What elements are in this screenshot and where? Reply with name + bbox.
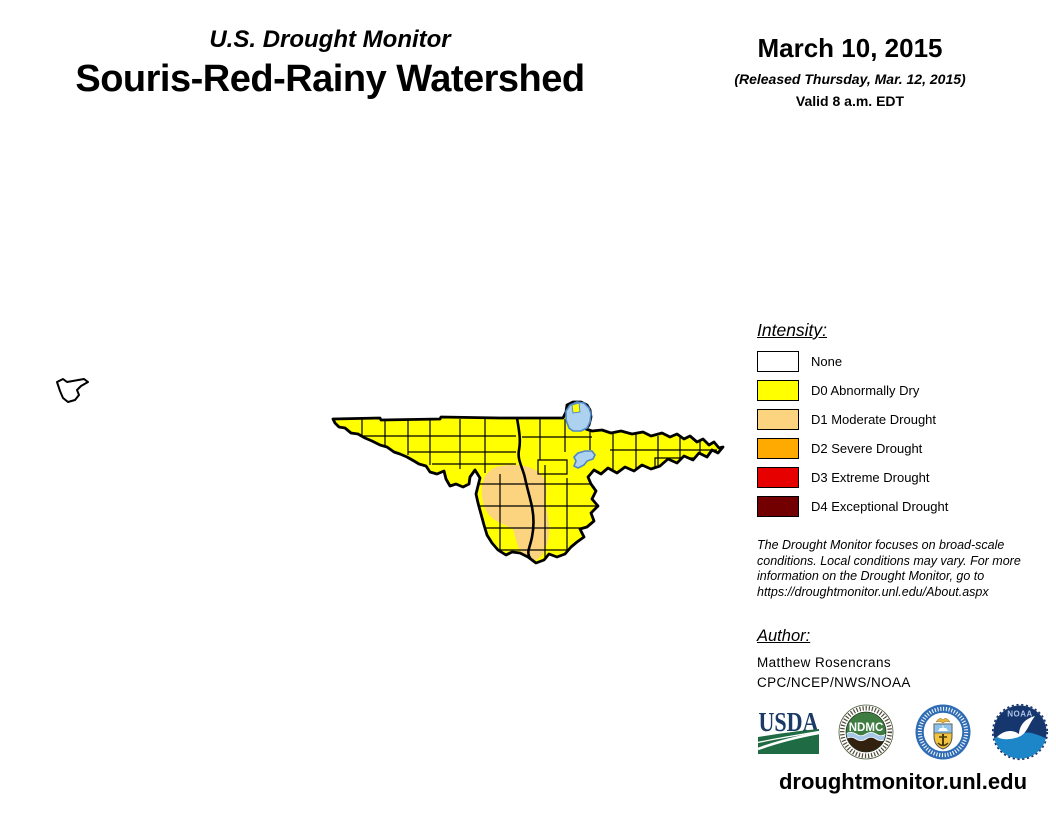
- legend-row-d3: D3 Extreme Drought: [757, 466, 948, 488]
- legend-label: D1 Moderate Drought: [811, 411, 937, 427]
- lake-lower: [572, 450, 596, 469]
- legend-swatch-none: [757, 350, 799, 372]
- legend-row-d0: D0 Abnormally Dry: [757, 379, 948, 401]
- noaa-logo: NOAA: [991, 703, 1049, 761]
- site-url: droughtmonitor.unl.edu: [778, 769, 1028, 794]
- legend-swatch-d4: [757, 495, 799, 517]
- date-block: March 10, 2015 (Released Thursday, Mar. …: [670, 33, 1030, 109]
- author-name: Matthew Rosencrans: [757, 655, 892, 670]
- legend-label: D3 Extreme Drought: [811, 469, 930, 485]
- watershed-outline: [331, 400, 725, 565]
- report-kicker: U.S. Drought Monitor: [209, 26, 451, 53]
- ship-icon: [938, 728, 948, 731]
- legend-row-d2: D2 Severe Drought: [757, 437, 948, 459]
- logo-row: USDA NDMC N: [757, 703, 1049, 761]
- noaa-wordmark: NOAA: [1007, 710, 1033, 719]
- author-heading: Author:: [757, 627, 811, 645]
- legend-swatch-d3: [757, 466, 799, 488]
- commerce-seal-logo: [915, 704, 971, 760]
- legend-swatch-d1: [757, 408, 799, 430]
- map-date: March 10, 2015: [757, 33, 943, 63]
- west-fragment-polygon: [56, 378, 89, 403]
- eagle-icon: [935, 718, 951, 724]
- lake-north-island: [571, 402, 581, 414]
- county-boundaries: [333, 419, 717, 560]
- author-org: CPC/NCEP/NWS/NOAA: [757, 675, 911, 690]
- legend-row-d4: D4 Exceptional Drought: [757, 495, 949, 517]
- ndmc-wordmark: NDMC: [849, 722, 884, 734]
- legend: None D0 Abnormally Dry D1 Moderate Droug…: [757, 350, 949, 525]
- legend-swatch-d0: [757, 379, 799, 401]
- legend-swatch-d2: [757, 437, 799, 459]
- legend-label: D4 Exceptional Drought: [811, 498, 949, 514]
- legend-label: None: [811, 353, 843, 369]
- legend-heading: Intensity:: [757, 320, 828, 340]
- legend-row-d1: D1 Moderate Drought: [757, 408, 948, 430]
- legend-row-none: None: [757, 350, 948, 372]
- header: U.S. Drought Monitor Souris-Red-Rainy Wa…: [20, 26, 640, 101]
- usda-logo: USDA: [757, 708, 820, 754]
- ndmc-logo: NDMC: [838, 704, 894, 760]
- legend-label: D2 Severe Drought: [811, 440, 923, 456]
- legend-label: D0 Abnormally Dry: [811, 382, 920, 398]
- red-river-line: [515, 416, 535, 563]
- valid-time: Valid 8 a.m. EDT: [795, 93, 905, 109]
- release-date: (Released Thursday, Mar. 12, 2015): [734, 71, 966, 87]
- seagull-icon: [997, 716, 1035, 740]
- page-title: Souris-Red-Rainy Watershed: [75, 58, 585, 100]
- disclaimer-text: The Drought Monitor focuses on broad-sca…: [757, 538, 1021, 599]
